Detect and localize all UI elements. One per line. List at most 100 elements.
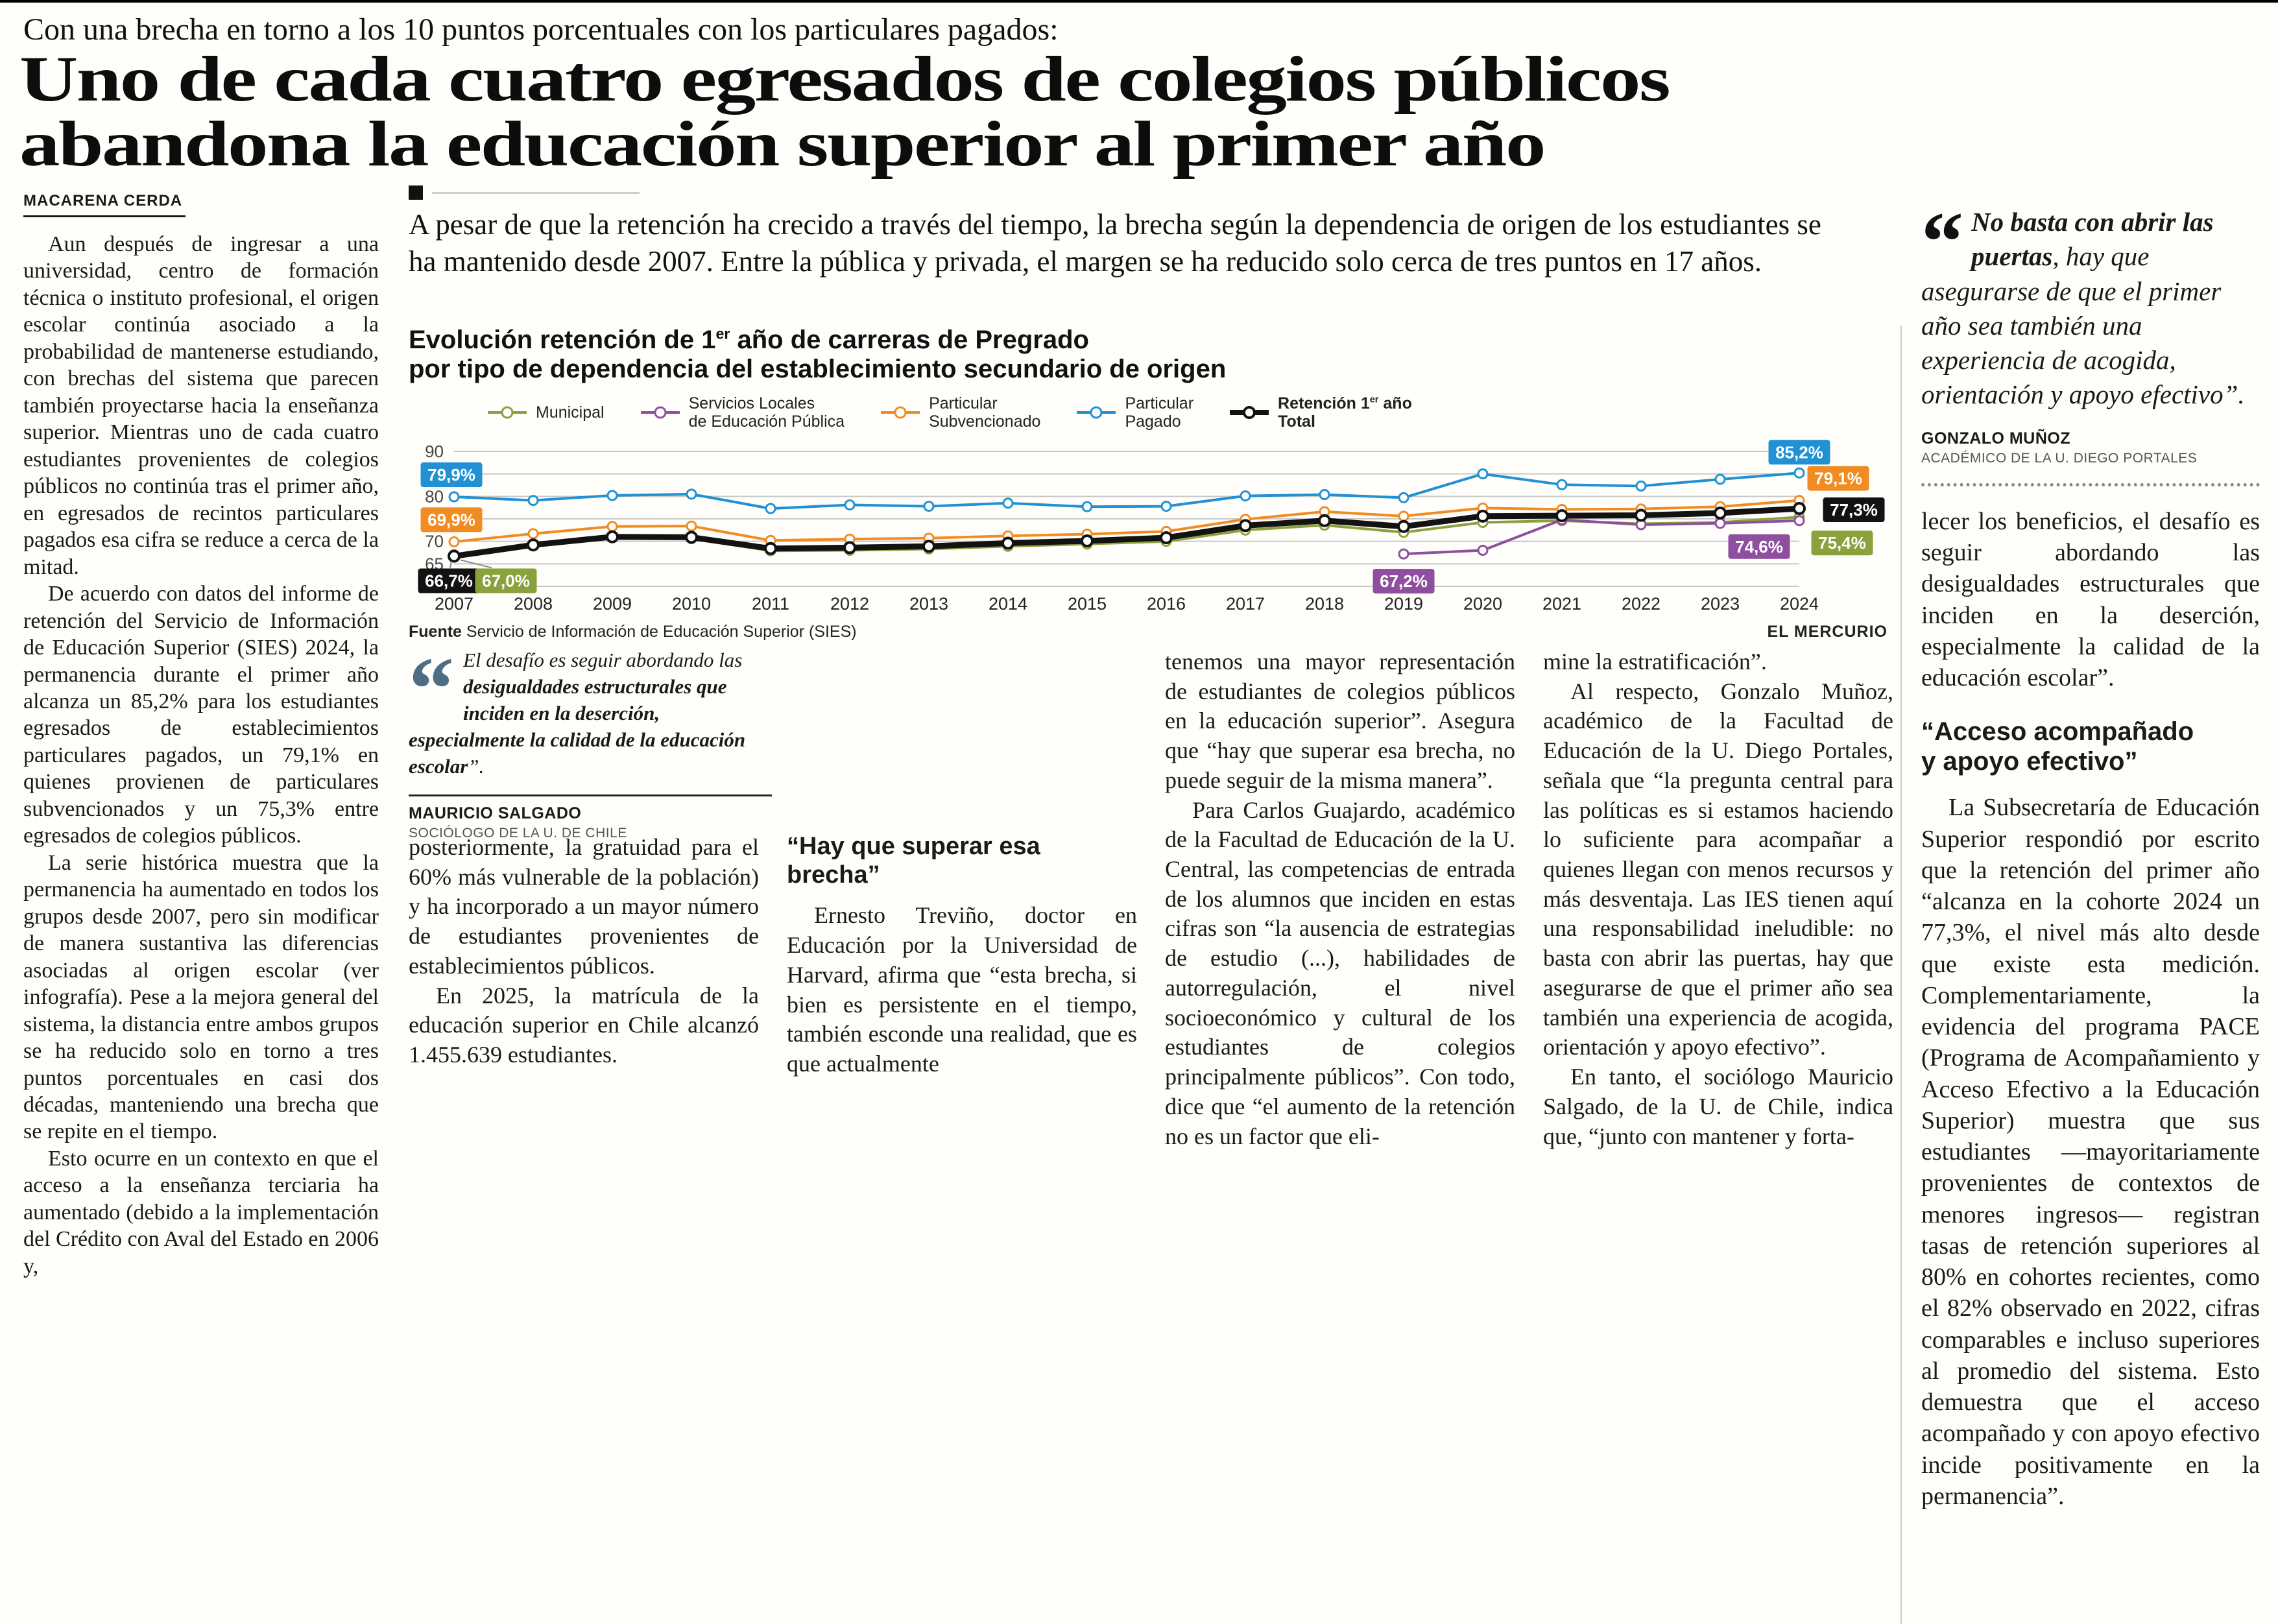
subhead-line1: “Acceso acompañado xyxy=(1921,717,2194,746)
svg-text:2013: 2013 xyxy=(909,594,948,614)
legend-item-subvencionado: Particular Subvencionado xyxy=(880,394,1040,431)
sidebar: “No basta con abrir las puertas, hay que… xyxy=(1921,205,2260,1624)
kicker: Con una brecha en torno a los 10 puntos … xyxy=(23,12,1059,47)
dotted-divider xyxy=(1921,483,2260,486)
chart-title: Evolución retención de 1er año de carrer… xyxy=(409,326,1888,384)
paragraph: tenemos una mayor representación de estu… xyxy=(1165,649,1515,793)
legend-label: Municipal xyxy=(536,403,605,422)
standfirst: A pesar de que la retención ha crecido a… xyxy=(409,208,1821,278)
pull-quote-text: El desafío es seguir abordando las desig… xyxy=(409,649,745,778)
quote-regular: , hay que asegurarse de que el primer añ… xyxy=(1921,241,2245,410)
divider xyxy=(409,794,772,796)
source-label: Fuente xyxy=(409,622,462,641)
legend-marker-pagado xyxy=(1077,406,1116,419)
article-column-1: posteriormente, la gratuidad para el 60%… xyxy=(409,833,759,1624)
paragraph: De acuerdo con datos del informe de rete… xyxy=(23,582,379,848)
svg-text:2023: 2023 xyxy=(1701,594,1740,614)
paragraph: La Subsecretaría de Educación Superior r… xyxy=(1921,794,2260,1510)
headline-line1: Uno de cada cuatro egresados de colegios… xyxy=(19,43,1671,115)
publisher-credit: EL MERCURIO xyxy=(1767,622,1888,641)
paragraph: Al respecto, Gonzalo Muñoz, académico de… xyxy=(1543,678,1893,1060)
quote-author: MAURICIO SALGADO xyxy=(409,804,582,822)
svg-text:77,3%: 77,3% xyxy=(1830,500,1878,519)
headline: Uno de cada cuatro egresados de colegios… xyxy=(19,47,2264,176)
pull-quote-salgado: “ El desafío es seguir abordando las des… xyxy=(409,639,772,841)
legend-label: Particular Subvencionado xyxy=(929,394,1041,431)
quote-icon: “ xyxy=(409,639,454,739)
paragraph: Para Carlos Guajardo, académico de la Fa… xyxy=(1165,796,1515,1149)
svg-text:67,2%: 67,2% xyxy=(1380,571,1428,591)
standfirst-rule xyxy=(432,192,640,194)
headline-line2: abandona la educación superior al primer… xyxy=(19,108,1546,180)
svg-text:2017: 2017 xyxy=(1226,594,1265,614)
quote-author: GONZALO MUÑOZ xyxy=(1921,429,2071,448)
section-subhead: “Hay que superar esa brecha” xyxy=(787,833,1040,889)
legend-item-slep: Servicios Locales de Educación Pública xyxy=(640,394,845,431)
gridlines xyxy=(454,450,1799,587)
source-line: Fuente Servicio de Información de Educac… xyxy=(409,623,857,641)
svg-text:2010: 2010 xyxy=(672,594,711,614)
chart-title-line1: Evolución retención de 1er año de carrer… xyxy=(409,325,1089,354)
chart-title-line2: por tipo de dependencia del establecimie… xyxy=(409,354,1227,383)
legend-label: Particular Pagado xyxy=(1125,394,1194,431)
svg-text:90: 90 xyxy=(425,442,444,461)
legend-item-municipal: Municipal xyxy=(486,403,605,422)
legend-label: Retención 1er año Total xyxy=(1278,394,1412,431)
article-column-3: tenemos una mayor representación de estu… xyxy=(1165,647,1515,1624)
standfirst-bullet xyxy=(409,185,423,200)
series-total xyxy=(448,501,1806,563)
paragraph: Esto ocurre en un contexto en que el acc… xyxy=(23,1146,379,1278)
article-column-4: mine la estratificación”. Al respecto, G… xyxy=(1543,647,1893,1624)
svg-text:2014: 2014 xyxy=(989,594,1027,614)
svg-text:75,4%: 75,4% xyxy=(1818,533,1866,553)
svg-text:2008: 2008 xyxy=(514,594,553,614)
svg-text:2012: 2012 xyxy=(830,594,869,614)
line-chart: 6065707580859020072008200920102011201220… xyxy=(418,439,1885,614)
byline: MACARENA CERDA xyxy=(23,192,186,217)
svg-text:80: 80 xyxy=(425,486,444,506)
svg-text:66,7%: 66,7% xyxy=(425,571,473,590)
column-rule xyxy=(1900,326,1902,1624)
paragraph: mine la estratificación”. xyxy=(1543,649,1767,675)
svg-text:2009: 2009 xyxy=(593,594,632,614)
retention-chart: Evolución retención de 1er año de carrer… xyxy=(409,326,1888,641)
svg-text:2024: 2024 xyxy=(1780,594,1819,614)
svg-text:2007: 2007 xyxy=(435,594,474,614)
article-column-2: “Hay que superar esa brecha” Ernesto Tre… xyxy=(787,833,1137,1624)
series-slep xyxy=(1398,514,1805,560)
quote-icon: “ xyxy=(1921,205,1963,289)
chart-legend: Municipal Servicios Locales de Educación P… xyxy=(486,394,1888,431)
paragraph: lecer los beneficios, el desafío es segu… xyxy=(1921,507,2260,692)
svg-text:2016: 2016 xyxy=(1147,594,1186,614)
quote-author-role: ACADÉMICO DE LA U. DIEGO PORTALES xyxy=(1921,450,2198,466)
svg-text:79,9%: 79,9% xyxy=(427,465,475,484)
legend-marker-total xyxy=(1230,405,1269,419)
article-left-column: Aun después de ingresar a una universida… xyxy=(23,231,379,1624)
quote-close: ”. xyxy=(468,754,485,778)
svg-text:85,2%: 85,2% xyxy=(1775,442,1823,462)
data-labels: 79,9% 69,9% 66,7% 67,0% 67,2% 85,2% 79,1% 77,3%… xyxy=(418,439,1885,593)
legend-marker-slep xyxy=(640,406,680,419)
quote-regular: El desafío es seguir abordando las xyxy=(463,649,743,671)
source-text: Servicio de Información de Educación Sup… xyxy=(466,622,857,641)
legend-item-pagado: Particular Pagado xyxy=(1075,394,1193,431)
series-pagado xyxy=(448,467,1805,514)
svg-text:2020: 2020 xyxy=(1463,594,1502,614)
svg-text:2021: 2021 xyxy=(1542,594,1581,614)
legend-item-total: Retención 1er año Total xyxy=(1229,394,1412,431)
paragraph: Ernesto Treviño, doctor en Educación por… xyxy=(787,902,1137,1077)
legend-label: Servicios Locales de Educación Pública xyxy=(688,394,845,431)
paragraph: Aun después de ingresar a una universida… xyxy=(23,232,379,579)
svg-text:2018: 2018 xyxy=(1305,594,1344,614)
svg-text:69,9%: 69,9% xyxy=(427,510,475,529)
paragraph: En tanto, el sociólogo Mauricio Salgado,… xyxy=(1543,1064,1893,1149)
quote-author-role: SOCIÓLOGO DE LA U. DE CHILE xyxy=(409,825,627,841)
pull-quote-munoz: “No basta con abrir las puertas, hay que… xyxy=(1921,205,2260,412)
svg-text:79,1%: 79,1% xyxy=(1814,468,1862,488)
svg-text:2015: 2015 xyxy=(1068,594,1107,614)
paragraph: En 2025, la matrícula de la educación su… xyxy=(409,982,759,1068)
quote-bold: No basta con abrir las puertas xyxy=(1971,207,2214,272)
svg-text:74,6%: 74,6% xyxy=(1735,536,1783,556)
svg-text:2011: 2011 xyxy=(752,594,789,614)
